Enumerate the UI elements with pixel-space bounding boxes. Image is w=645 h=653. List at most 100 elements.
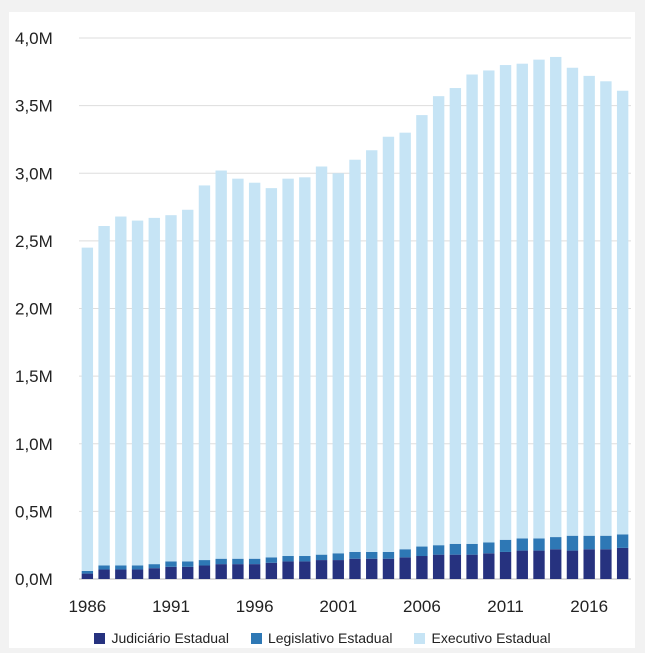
bar-segment-2001-s2 [332,173,344,554]
bar-segment-1997-s1 [265,557,278,563]
bar-segment-1992-s0 [182,566,194,579]
bar-segment-1987-s1 [98,565,110,570]
bar-segment-1993-s1 [198,560,211,566]
x-tick-label: 1996 [236,597,274,616]
bar-segment-2014-s1 [550,537,562,550]
bar-segment-1986-s2 [81,247,94,571]
bar-segment-2005-s0 [399,557,411,579]
bar-segment-1989-s0 [131,569,144,579]
bar-segment-1990-s1 [148,564,160,569]
bar-segment-2005-s2 [399,132,411,550]
bar-segment-2006-s0 [416,556,428,579]
y-tick-label: 0,5M [15,502,53,521]
bar-segment-2001-s1 [332,553,344,561]
x-tick-label: 2006 [403,597,441,616]
bar-segment-2006-s1 [416,546,428,557]
bar-segment-1993-s0 [198,565,211,579]
bar-segment-2000-s2 [315,166,328,555]
bar-segment-1989-s2 [131,220,144,566]
bar-segment-1986-s1 [81,570,94,574]
legend-swatch-legislativo [250,632,262,644]
bar-segment-1987-s2 [98,225,110,566]
bar-segment-1996-s1 [248,558,261,565]
bar-segment-2006-s2 [416,115,428,547]
bar-segment-2005-s1 [399,549,411,558]
bar-segment-2015-s2 [566,67,579,536]
bar-segment-2004-s0 [382,558,395,579]
legend-item-executivo: Executivo Estadual [414,630,551,646]
bar-segment-1986-s0 [81,573,94,579]
bar-segment-1995-s2 [232,178,244,559]
bar-segment-1988-s1 [115,565,127,570]
bar-segment-2015-s1 [566,535,579,551]
bar-segment-2008-s0 [449,554,462,579]
bar-segment-2017-s1 [600,535,612,550]
y-tick-label: 1,5M [15,367,53,386]
bar-segment-2015-s0 [566,550,579,579]
bar-segment-2018-s1 [616,534,629,548]
legend-label-judiciario: Judiciário Estadual [111,630,229,646]
bar-segment-1994-s1 [215,558,227,565]
y-tick-label: 3,5M [15,97,53,116]
x-axis-ticks: 1986 1991 1996 2001 2006 2011 2016 [68,597,608,616]
bar-segment-1999-s2 [299,177,311,557]
bar-segment-1999-s0 [299,561,311,579]
bar-segment-2002-s2 [349,159,361,552]
bar-segment-1991-s1 [165,561,177,567]
y-tick-label: 3,0M [15,164,53,183]
bar-segment-2002-s0 [349,558,361,579]
y-axis-ticks: 0,0M 0,5M 1,0M 1,5M 2,0M 2,5M 3,0M 3,5M 4,0M [15,29,53,589]
bar-segment-2018-s2 [616,90,629,535]
bar-segment-2003-s1 [366,551,378,559]
bar-segment-1998-s2 [282,178,294,557]
y-tick-label: 0,0M [15,570,53,589]
bar-segment-1997-s0 [265,562,278,579]
bar-segment-1994-s0 [215,564,227,579]
bar-segment-2012-s2 [516,63,528,539]
bar-segment-2012-s1 [516,538,528,551]
y-tick-label: 1,0M [15,435,53,454]
bar-segment-2007-s2 [432,96,445,546]
bar-segment-1994-s2 [215,170,227,559]
legend-swatch-executivo [414,632,426,644]
legend-swatch-judiciario [94,632,106,644]
bar-segment-1996-s0 [248,564,261,579]
bar-segment-2018-s0 [616,547,629,579]
legend-item-legislativo: Legislativo Estadual [250,630,392,646]
bar-segment-1989-s1 [131,565,144,570]
legend: Judiciário Estadual Legislativo Estadual… [0,626,645,650]
bar-segment-1988-s2 [115,216,127,566]
y-tick-label: 4,0M [15,29,53,48]
bar-segment-2009-s0 [466,554,478,579]
legend-label-executivo: Executivo Estadual [431,630,551,646]
bar-segment-2008-s2 [449,88,462,544]
x-tick-label: 1986 [68,597,106,616]
bar-segment-2011-s1 [499,539,512,552]
bar-segment-1995-s0 [232,564,244,579]
bar-segment-2010-s2 [483,70,495,543]
bar-segment-2002-s1 [349,551,361,559]
bars [81,56,629,579]
chart-panel: 0,0M 0,5M 1,0M 1,5M 2,0M 2,5M 3,0M 3,5M 4,0M 198… [9,12,635,648]
bar-segment-2003-s0 [366,558,378,579]
bar-segment-2004-s2 [382,136,395,552]
bar-segment-2012-s0 [516,550,528,579]
bar-segment-1996-s2 [248,182,261,559]
bar-segment-1991-s0 [165,566,177,579]
y-tick-label: 2,0M [15,300,53,319]
y-tick-label: 2,5M [15,232,53,251]
bar-segment-1992-s2 [182,209,194,562]
bar-segment-1990-s2 [148,217,160,565]
bar-segment-2007-s1 [432,545,445,555]
bar-segment-2010-s0 [483,553,495,579]
bar-segment-2001-s0 [332,560,344,579]
bar-segment-2009-s2 [466,74,478,544]
x-tick-label: 1991 [152,597,190,616]
x-tick-label: 2011 [487,597,524,616]
bar-segment-2010-s1 [483,542,495,554]
legend-item-judiciario: Judiciário Estadual [94,630,229,646]
bar-segment-1999-s1 [299,556,311,562]
bar-segment-2013-s2 [533,59,545,539]
bar-segment-2003-s2 [366,150,378,552]
bar-segment-2011-s2 [499,65,512,540]
